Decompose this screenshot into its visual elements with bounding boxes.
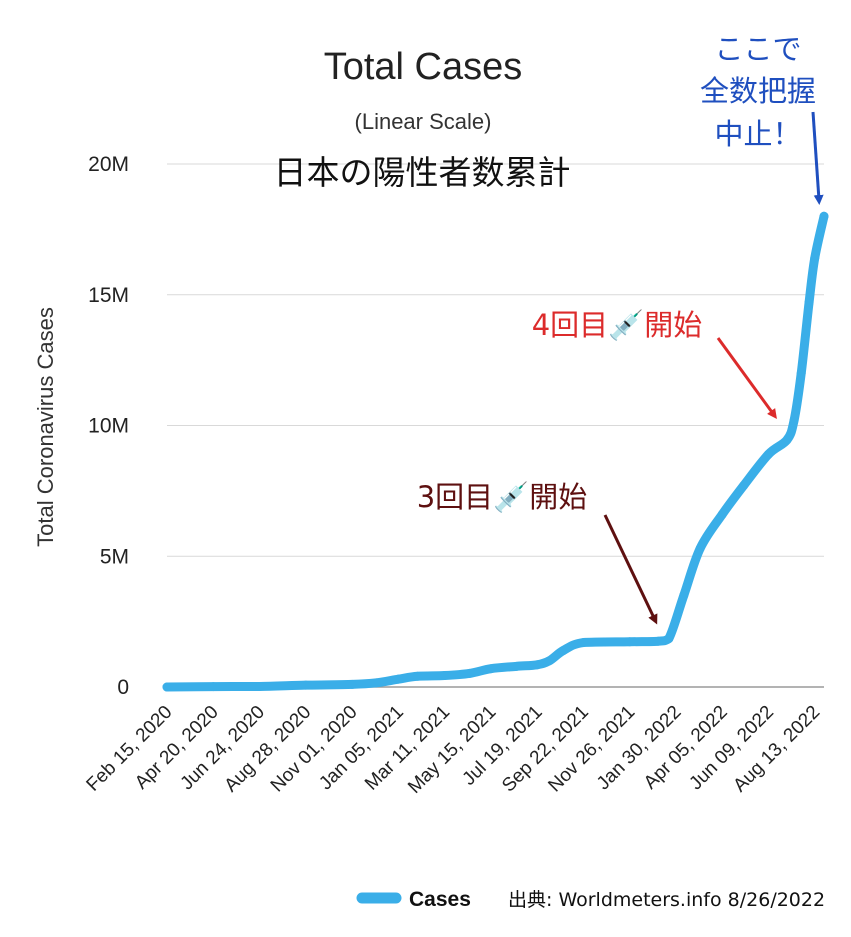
legend: Cases 出典: Worldmeters.info 8/26/2022 [356,888,825,911]
y-tick-label: 10M [88,415,129,438]
annotation-third-dose-text: 3回目💉開始 [417,480,588,514]
data-point [664,634,674,644]
data-point [625,637,635,647]
annotation-fourth-dose-arrow [716,337,777,420]
series-layer [162,211,829,692]
gridlines [167,163,824,688]
source-note: 出典: Worldmeters.info 8/26/2022 [508,889,825,911]
data-point [804,298,814,308]
data-point [162,682,172,692]
y-tick-label: 0 [117,676,129,699]
data-point [486,664,496,674]
data-point [532,660,542,670]
annotation-stop-arrow [811,111,824,205]
data-point [789,415,799,425]
annotation-third-dose: 3回目💉開始 [417,480,658,625]
data-point [255,681,265,691]
data-point [782,435,792,445]
y-tick-labels: 0 5M 10M 15M 20M [88,153,129,699]
data-point [819,211,829,221]
data-point [511,661,521,671]
data-point [679,590,689,600]
data-point [301,680,311,690]
annotation-fourth-dose: 4回目💉開始 [532,308,777,420]
data-point [371,678,381,688]
y-axis-label: Total Coronavirus Cases [33,307,58,547]
data-point [413,671,423,681]
data-point [347,679,357,689]
annotation-stop-line-3: 中止！ [714,117,801,151]
series-line-cases [162,211,829,692]
data-point [578,638,588,648]
annotation-fourth-dose-text: 4回目💉開始 [532,308,703,342]
legend-series-label: Cases [409,888,471,911]
data-point [810,253,820,263]
y-tick-label: 20M [88,153,129,176]
data-point [739,481,749,491]
data-point [695,543,705,553]
data-point [558,645,568,655]
data-point [763,449,773,459]
annotation-stop-full-count: ここで 全数把握 中止！ [700,32,824,205]
data-point [440,670,450,680]
annotation-stop-line-1: ここで [714,32,801,66]
chart-japanese-title: 日本の陽性者数累計 [274,153,571,192]
data-point [653,636,663,646]
data-point [465,668,475,678]
y-tick-label: 5M [100,545,129,568]
chart-subtitle: (Linear Scale) [355,109,492,134]
chart-title: Total Cases [324,46,523,88]
data-point [717,509,727,519]
data-point [544,656,554,666]
annotation-third-dose-arrow [603,514,658,625]
annotation-stop-line-2: 全数把握 [700,74,816,108]
y-tick-label: 15M [88,284,129,307]
data-point [208,682,218,692]
data-point [796,368,806,378]
data-point [393,674,403,684]
